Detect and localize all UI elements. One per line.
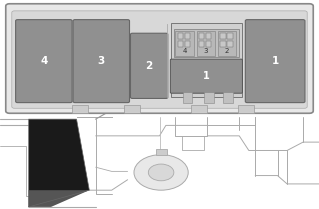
FancyBboxPatch shape xyxy=(73,20,130,103)
FancyBboxPatch shape xyxy=(16,20,72,103)
Polygon shape xyxy=(29,119,89,207)
Text: 3: 3 xyxy=(98,56,105,66)
Bar xyxy=(178,33,183,39)
Text: 2: 2 xyxy=(145,61,153,71)
Bar xyxy=(185,33,190,39)
Bar xyxy=(156,149,167,155)
Bar xyxy=(304,61,312,78)
Text: 4: 4 xyxy=(40,56,48,66)
Bar xyxy=(124,105,140,113)
Bar xyxy=(174,29,239,57)
Bar xyxy=(227,41,233,47)
Bar xyxy=(197,31,215,56)
FancyBboxPatch shape xyxy=(170,59,242,93)
Bar xyxy=(191,105,207,113)
Bar xyxy=(223,92,233,103)
Bar xyxy=(178,41,183,47)
Polygon shape xyxy=(29,190,89,207)
Bar xyxy=(238,105,254,113)
Bar xyxy=(0,111,319,209)
Text: 2: 2 xyxy=(225,48,229,54)
Bar xyxy=(227,33,233,39)
Text: 1: 1 xyxy=(271,56,279,66)
Bar xyxy=(199,41,204,47)
Bar xyxy=(171,23,242,97)
Circle shape xyxy=(134,155,188,190)
FancyBboxPatch shape xyxy=(130,33,168,98)
Bar xyxy=(206,33,211,39)
Bar xyxy=(206,41,211,47)
FancyBboxPatch shape xyxy=(6,4,313,113)
Bar xyxy=(199,33,204,39)
Text: 1: 1 xyxy=(203,71,210,81)
Bar xyxy=(204,92,214,103)
FancyBboxPatch shape xyxy=(245,20,305,103)
Bar xyxy=(218,31,236,56)
Text: 4: 4 xyxy=(182,48,187,54)
Circle shape xyxy=(148,164,174,181)
Bar xyxy=(220,33,226,39)
Bar xyxy=(220,41,226,47)
Text: 3: 3 xyxy=(204,48,208,54)
Bar xyxy=(175,31,194,56)
FancyBboxPatch shape xyxy=(12,11,307,108)
Bar xyxy=(185,41,190,47)
Bar xyxy=(183,92,192,103)
Bar xyxy=(8,61,16,78)
Bar xyxy=(72,105,88,113)
